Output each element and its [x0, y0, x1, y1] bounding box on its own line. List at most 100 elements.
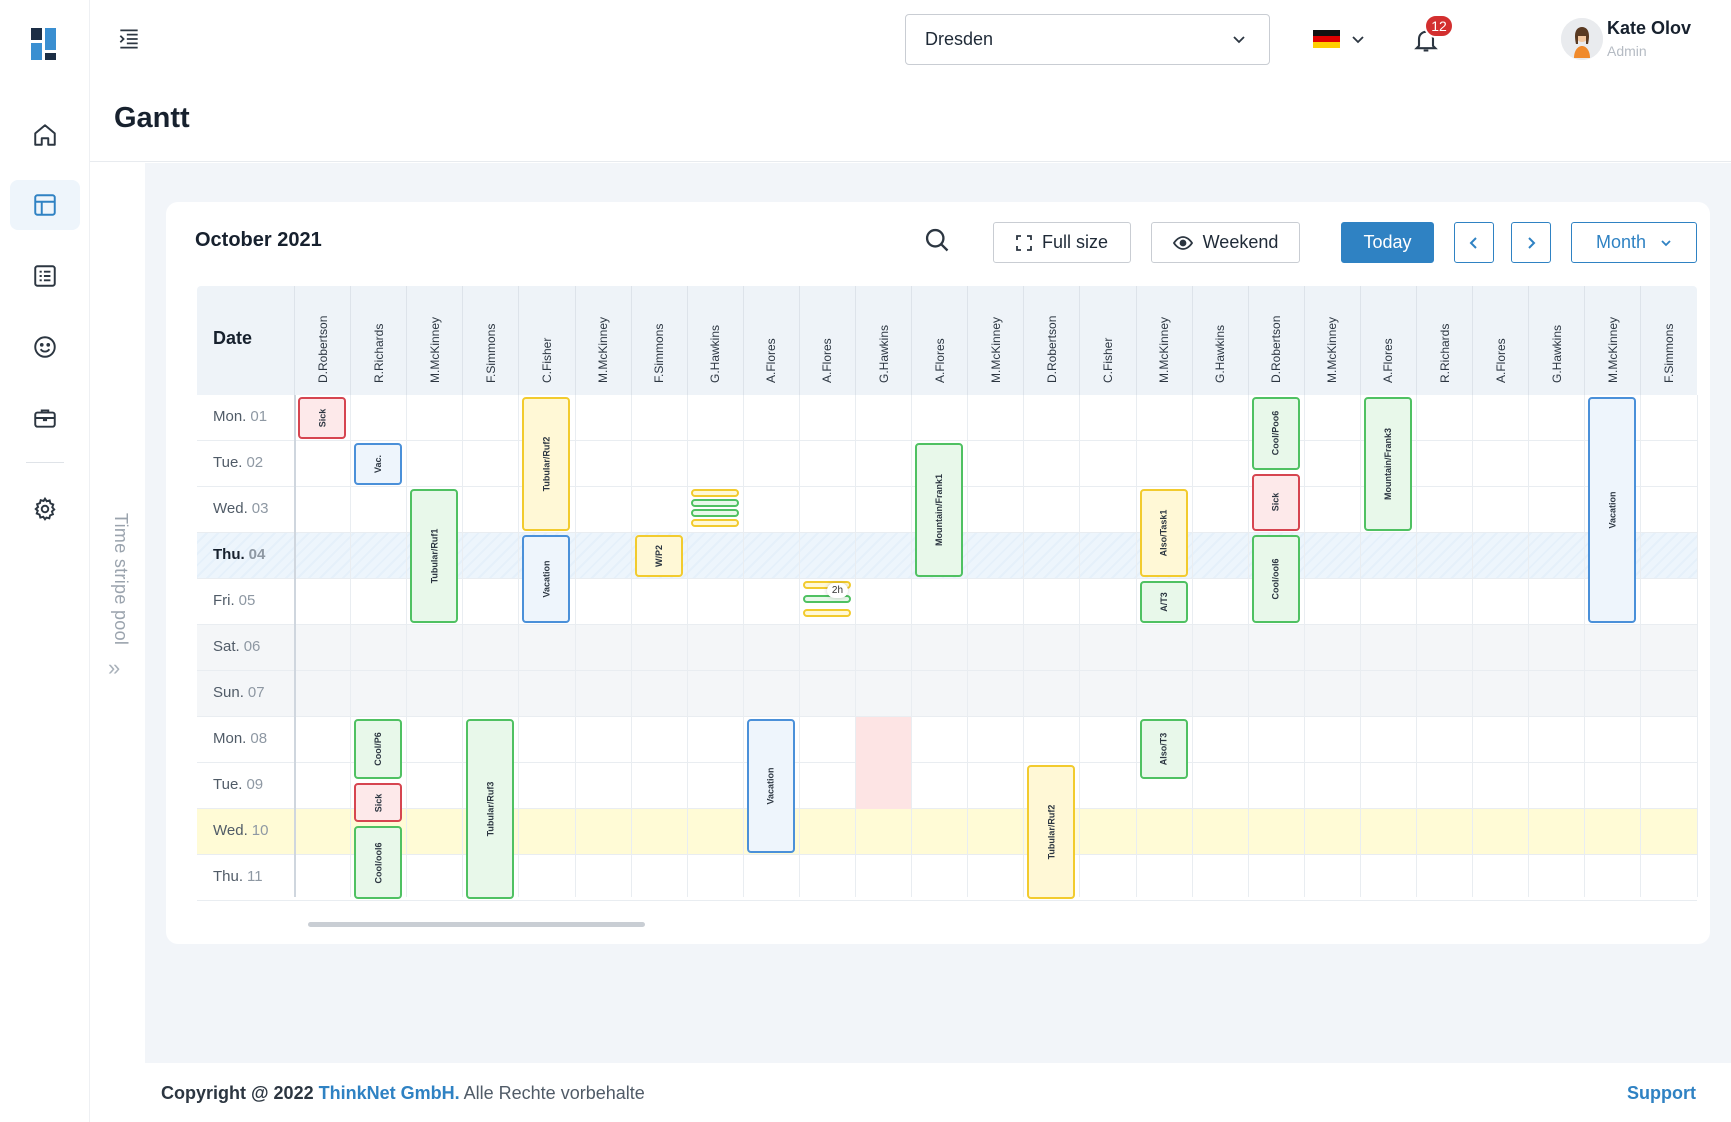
employee-column-header[interactable]: A.Flores — [742, 286, 799, 395]
employee-column-header[interactable]: M.McKinney — [1584, 286, 1640, 395]
employee-column-header[interactable]: G.Hawkins — [686, 286, 743, 395]
employee-column-header[interactable]: M.McKinney — [967, 286, 1023, 395]
grid-line — [1584, 395, 1586, 897]
gantt-event[interactable]: Tubular/Ruf2 — [522, 397, 571, 531]
employee-column-header[interactable]: A.Flores — [911, 286, 967, 395]
gantt-event[interactable]: Sick — [354, 783, 403, 823]
time-stripe-pool[interactable]: Time stripe pool » — [90, 163, 145, 1063]
language-chevron-icon[interactable] — [1350, 31, 1366, 47]
employee-column-header[interactable]: R.Richards — [350, 286, 406, 395]
gantt-event[interactable]: Sick — [298, 397, 347, 439]
nav-briefcase[interactable] — [10, 393, 80, 443]
employee-column-header[interactable]: G.Hawkins — [1528, 286, 1584, 395]
nav-gantt[interactable] — [10, 180, 80, 230]
row-date-label: Wed. 03 — [213, 500, 268, 517]
grid-line — [1135, 395, 1137, 897]
language-flag-icon[interactable] — [1313, 30, 1340, 48]
gantt-event[interactable]: Tubular/Ruf3 — [466, 719, 515, 899]
table-row: Sat. 06 — [197, 625, 1697, 671]
weekend-button[interactable]: Weekend — [1151, 222, 1300, 263]
employee-column-header[interactable]: M.McKinney — [574, 286, 631, 395]
day-number: 06 — [243, 638, 261, 655]
employee-column-header[interactable]: M.McKinney — [1303, 286, 1360, 395]
gantt-event[interactable]: Cool/Poo6 — [1251, 397, 1300, 470]
employee-name: M.McKinney — [1325, 316, 1340, 383]
employee-column-header[interactable]: D.Robertson — [294, 286, 350, 395]
user-name[interactable]: Kate Olov — [1607, 18, 1692, 38]
time-stripe[interactable] — [802, 609, 851, 617]
stripe-duration-label: 2h — [826, 583, 849, 598]
row-date-label: Tue. 02 — [213, 454, 263, 471]
row-date-label: Wed. 10 — [213, 822, 268, 839]
time-stripe[interactable] — [690, 509, 739, 517]
gantt-event[interactable]: Mountain/Frank1 — [915, 443, 964, 577]
employee-name: R.Richards — [1437, 323, 1452, 383]
gantt-event[interactable]: Vacation — [1588, 397, 1637, 623]
double-chevron-icon[interactable]: » — [108, 655, 121, 680]
nav-list[interactable] — [10, 251, 80, 301]
gantt-event[interactable]: Cool/P6 — [354, 719, 403, 780]
smile-icon — [34, 336, 56, 358]
employee-column-header[interactable]: R.Richards — [1416, 286, 1472, 395]
gantt-event[interactable]: Vacation — [522, 535, 571, 623]
avatar[interactable] — [1561, 18, 1603, 60]
layout-icon — [34, 194, 56, 216]
gantt-event[interactable]: Cool/ool6 — [354, 826, 403, 899]
gantt-event[interactable]: W/P2 — [634, 535, 683, 577]
nav-emoji[interactable] — [10, 322, 80, 372]
row-date-label: Thu. 11 — [213, 868, 263, 885]
employee-column-header[interactable]: A.Flores — [1359, 286, 1416, 395]
employee-column-header[interactable]: F.Simmons — [1640, 286, 1696, 395]
employee-column-header[interactable]: G.Hawkins — [1191, 286, 1248, 395]
employee-column-header[interactable]: D.Robertson — [1023, 286, 1079, 395]
gantt-event[interactable]: Tubular/Ruf2 — [1027, 765, 1076, 899]
nav-settings[interactable] — [10, 484, 80, 534]
gantt-event[interactable]: Tubular/Ruf1 — [410, 489, 459, 623]
app-logo[interactable] — [31, 28, 57, 60]
employee-column-header[interactable]: C.Fisher — [518, 286, 574, 395]
grid-line — [742, 395, 744, 897]
nav-home[interactable] — [10, 110, 80, 160]
employee-column-header[interactable]: A.Flores — [1472, 286, 1528, 395]
weekday: Sat. — [213, 638, 240, 655]
row-date-label: Tue. 09 — [213, 776, 263, 793]
gantt-event[interactable]: Cool/ool6 — [1251, 535, 1300, 623]
view-select[interactable]: Month — [1571, 222, 1697, 263]
employee-name: D.Robertson — [1269, 315, 1284, 383]
employee-column-header[interactable]: F.Simmons — [462, 286, 518, 395]
gantt-event[interactable]: Mountain/Frank3 — [1363, 397, 1412, 531]
gantt-event[interactable]: Vac. — [354, 443, 403, 485]
employee-column-header[interactable]: C.Fisher — [1079, 286, 1135, 395]
employee-column-header[interactable]: G.Hawkins — [855, 286, 911, 395]
gantt-event[interactable]: A/T3 — [1139, 581, 1188, 623]
chevron-left-icon — [1469, 236, 1477, 249]
list-icon — [34, 265, 56, 287]
employee-column-header[interactable]: A.Flores — [798, 286, 855, 395]
gantt-event[interactable]: Vacation — [746, 719, 795, 853]
horizontal-scrollbar[interactable] — [308, 922, 645, 927]
next-button[interactable] — [1511, 222, 1551, 263]
collapse-menu-icon[interactable] — [116, 26, 142, 52]
company-link[interactable]: ThinkNet GmbH. — [318, 1083, 460, 1103]
full-size-button[interactable]: Full size — [993, 222, 1131, 263]
support-link[interactable]: Support — [1627, 1083, 1696, 1103]
briefcase-icon — [34, 409, 56, 428]
search-icon[interactable] — [923, 226, 951, 254]
employee-column-header[interactable]: F.Simmons — [630, 286, 687, 395]
gantt-event[interactable]: Also/T3 — [1139, 719, 1188, 780]
gantt-event[interactable]: Sick — [1251, 473, 1300, 531]
employee-name: G.Hawkins — [708, 324, 723, 383]
time-stripe[interactable] — [690, 489, 739, 497]
location-select[interactable]: Dresden — [905, 14, 1270, 65]
employee-column-header[interactable]: D.Robertson — [1247, 286, 1304, 395]
day-number: 05 — [238, 592, 256, 609]
employee-column-header[interactable]: M.McKinney — [406, 286, 462, 395]
employee-column-header[interactable]: M.McKinney — [1135, 286, 1192, 395]
time-stripe[interactable] — [690, 499, 739, 507]
table-row: Tue. 09 — [197, 763, 1697, 809]
today-button[interactable]: Today — [1341, 222, 1434, 263]
time-stripe[interactable] — [690, 519, 739, 527]
time-stripe[interactable] — [802, 595, 851, 603]
gantt-event[interactable]: Also/Task1 — [1139, 489, 1188, 577]
prev-button[interactable] — [1454, 222, 1494, 263]
